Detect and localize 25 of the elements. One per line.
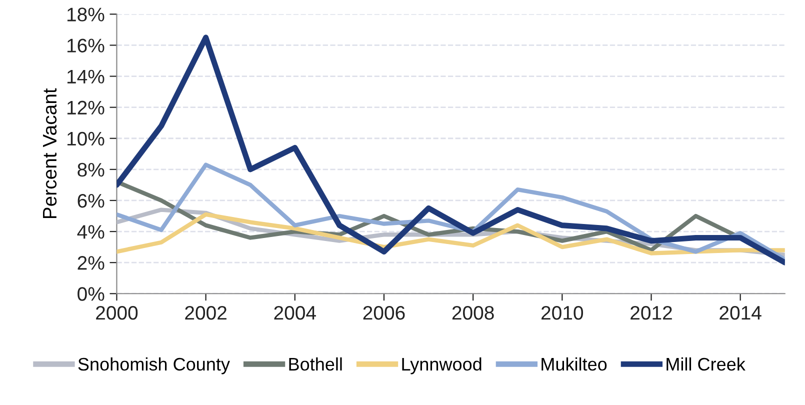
line-series — [116, 162, 785, 262]
x-tick-label: 2004 — [274, 306, 316, 320]
y-tick-label: 4% — [77, 225, 104, 239]
x-tick-label: 2010 — [542, 306, 584, 320]
x-tick-label: 2002 — [185, 306, 226, 320]
legend-label: Mukilteo — [542, 357, 607, 371]
y-tick-label: 12% — [67, 100, 104, 114]
y-tick-label: 16% — [67, 38, 104, 52]
y-tick-label: 0% — [78, 287, 104, 301]
x-tick-label: 2014 — [720, 306, 762, 320]
legend-label: Lynnwood — [402, 357, 482, 374]
y-tick-label: 18% — [67, 8, 104, 22]
legend-label: Snohomish County — [78, 357, 230, 374]
y-axis-title: Percent Vacant — [43, 88, 57, 218]
y-tick-label: 14% — [67, 70, 104, 84]
x-tick-label: 2008 — [452, 306, 494, 320]
legend-label: Bothell — [289, 357, 342, 371]
x-tick-label: 2012 — [630, 306, 672, 320]
y-tick-label: 6% — [78, 194, 104, 208]
y-tick-label: 10% — [67, 132, 104, 146]
x-tick-label: 2006 — [363, 306, 405, 320]
legend-label: Mill Creek — [666, 357, 746, 371]
y-tick-label: 2% — [78, 256, 104, 270]
y-tick-label: 8% — [78, 162, 104, 177]
x-tick-label: 2000 — [96, 306, 138, 320]
